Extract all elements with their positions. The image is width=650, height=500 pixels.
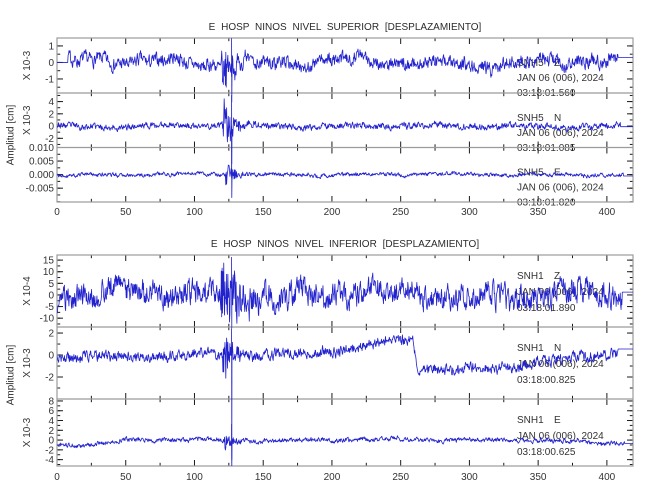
panel-title-superior: E HOSP NINOS NIVEL SUPERIOR [DESPLAZAMIE… <box>208 22 482 33</box>
panel-title-inferior: E HOSP NINOS NIVEL INFERIOR [DESPLAZAMIE… <box>210 239 480 250</box>
y-scale-label: X 10-3 <box>22 417 33 447</box>
y-tick-label: 10 <box>43 267 55 278</box>
x-tick-label: 200 <box>324 472 341 483</box>
x-tick-label: 250 <box>392 472 409 483</box>
x-tick-label: 400 <box>599 207 616 218</box>
y-tick-label: 0.000 <box>29 170 54 181</box>
trace-date-label: JAN 06 (006), 2024 <box>517 359 604 370</box>
y-scale-label: X 10-4 <box>22 276 33 306</box>
trace-time-label: 03:18:01.085 <box>517 143 576 154</box>
y-scale-label: X 10-3 <box>22 50 33 80</box>
x-tick-label: 50 <box>120 472 132 483</box>
x-tick-label: 100 <box>186 472 203 483</box>
y-tick-label: 2 <box>48 329 54 340</box>
y-tick-label: 4 <box>48 416 54 427</box>
trace-time-label: 03:18:01.820 <box>517 198 576 209</box>
waveform-trace <box>57 136 633 199</box>
waveform-trace <box>57 38 633 103</box>
x-tick-label: 100 <box>186 207 203 218</box>
x-tick-label: 350 <box>530 472 547 483</box>
x-tick-label: 200 <box>324 207 341 218</box>
y-tick-label: 2 <box>48 109 54 120</box>
trace-time-label: 03:18:01.890 <box>517 303 576 314</box>
y-tick-label: -0.005 <box>26 184 55 195</box>
trace-station-label: SNH1 <box>517 415 544 426</box>
y-tick-label: 0.005 <box>29 157 54 168</box>
trace-date-label: JAN 06 (006), 2024 <box>517 73 604 84</box>
waveform-trace <box>57 256 633 329</box>
x-tick-label: 300 <box>461 207 478 218</box>
trace-station-label: SNH1 <box>517 271 544 282</box>
panel-frame <box>56 254 634 467</box>
y-tick-label: 0 <box>48 351 54 362</box>
y-tick-label: 0 <box>48 58 54 69</box>
trace-component-label: N <box>554 113 561 124</box>
y-tick-label: -1 <box>45 74 54 85</box>
waveform-trace <box>57 328 633 460</box>
trace-station-label: SNH1 <box>517 343 544 354</box>
trace-date-label: JAN 06 (006), 2024 <box>517 128 604 139</box>
waveform-trace <box>57 424 633 466</box>
x-tick-label: 250 <box>392 207 409 218</box>
y-tick-label: -5 <box>45 302 54 313</box>
trace-component-label: Z <box>554 58 560 69</box>
y-tick-label: -2 <box>45 134 54 145</box>
x-tick-label: 50 <box>120 207 132 218</box>
panel-frame <box>56 37 634 203</box>
y-tick-label: -4 <box>45 455 54 466</box>
x-tick-label: 400 <box>599 472 616 483</box>
y-tick-label: 4 <box>48 97 54 108</box>
y-tick-label: 2 <box>48 426 54 437</box>
y-tick-label: 15 <box>43 256 55 267</box>
trace-component-label: E <box>554 168 561 179</box>
y-tick-label: -10 <box>40 314 55 325</box>
x-tick-label: 150 <box>255 472 272 483</box>
trace-date-label: JAN 06 (006), 2024 <box>517 431 604 442</box>
trace-station-label: SNH5 <box>517 113 544 124</box>
trace-component-label: N <box>554 343 561 354</box>
x-tick-label: 0 <box>54 207 60 218</box>
x-tick-label: 150 <box>255 207 272 218</box>
x-tick-label: 300 <box>461 472 478 483</box>
y-tick-label: 6 <box>48 406 54 417</box>
trace-component-label: E <box>554 415 561 426</box>
y-tick-label: -2 <box>45 445 54 456</box>
trace-date-label: JAN 06 (006), 2024 <box>517 287 604 298</box>
trace-station-label: SNH5 <box>517 168 544 179</box>
y-tick-label: 5 <box>48 279 54 290</box>
waveform-trace <box>57 95 633 165</box>
y-tick-label: 0.010 <box>29 143 54 154</box>
trace-station-label: SNH5 <box>517 58 544 69</box>
y-tick-label: 0 <box>48 290 54 301</box>
trace-date-label: JAN 06 (006), 2024 <box>517 183 604 194</box>
y-tick-label: 8 <box>48 396 54 407</box>
y-tick-label: 0 <box>48 436 54 447</box>
y-tick-label: 0 <box>48 122 54 133</box>
y-scale-label: X 10-3 <box>22 105 33 135</box>
x-tick-label: 350 <box>530 207 547 218</box>
x-tick-label: 0 <box>54 472 60 483</box>
trace-component-label: Z <box>554 271 560 282</box>
y-tick-label: 1 <box>48 41 54 52</box>
trace-time-label: 03:18:00.825 <box>517 375 576 386</box>
y-tick-label: -2 <box>45 373 54 384</box>
trace-time-label: 03:18:00.625 <box>517 447 576 458</box>
y-scale-label: X 10-3 <box>22 348 33 378</box>
